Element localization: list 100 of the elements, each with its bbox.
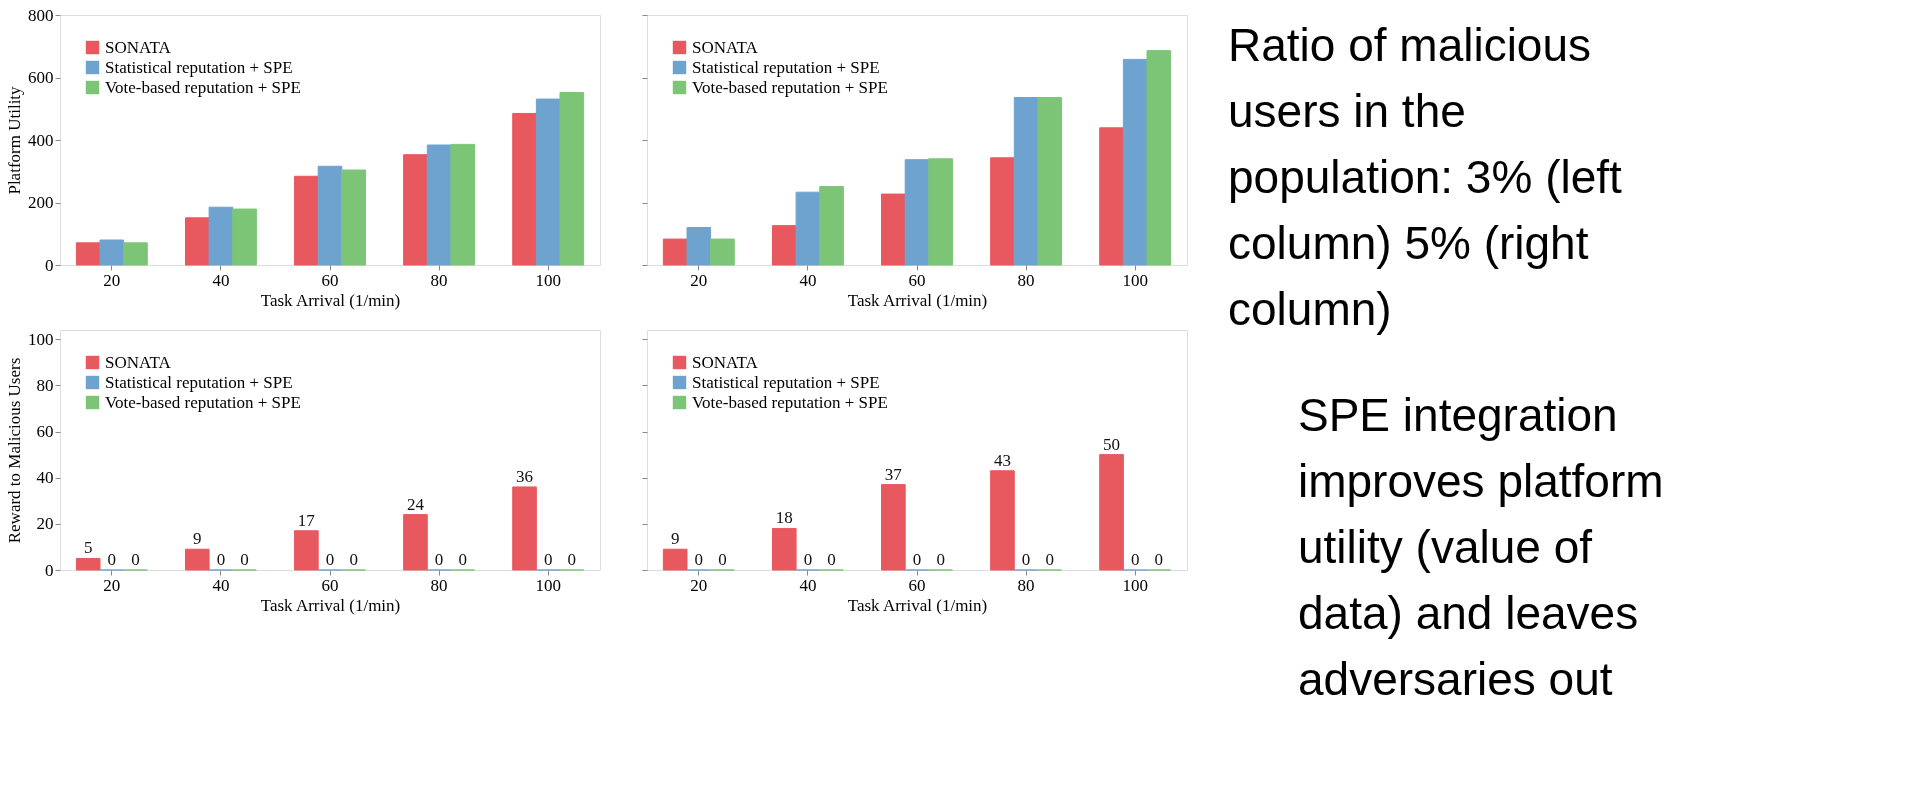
bar bbox=[317, 165, 343, 266]
bar bbox=[403, 514, 428, 571]
legend-label: Statistical reputation + SPE bbox=[692, 57, 880, 77]
bar bbox=[1037, 97, 1063, 266]
y-tick-label: 80 bbox=[36, 375, 54, 395]
bar bbox=[686, 227, 712, 266]
data-label: 0 bbox=[827, 550, 836, 569]
data-label: 0 bbox=[1130, 550, 1140, 569]
bar bbox=[512, 112, 537, 266]
x-tick-label: 100 bbox=[1122, 575, 1148, 595]
bar bbox=[559, 92, 585, 266]
data-label: 0 bbox=[803, 550, 813, 569]
x-axis-title: Task Arrival (1/min) bbox=[260, 595, 401, 615]
x-tick-label: 20 bbox=[690, 575, 708, 595]
data-label: 24 bbox=[406, 494, 425, 514]
bar bbox=[123, 242, 148, 266]
data-label: 9 bbox=[670, 529, 680, 549]
data-label: 37 bbox=[884, 464, 903, 484]
x-axis-title: Task Arrival (1/min) bbox=[847, 290, 988, 310]
data-label: 5 bbox=[83, 538, 93, 558]
bar bbox=[1013, 97, 1039, 266]
bar bbox=[208, 206, 234, 266]
data-label: 0 bbox=[325, 550, 335, 569]
bar bbox=[1146, 50, 1172, 266]
x-tick-label: 60 bbox=[908, 270, 926, 290]
legend-label: Statistical reputation + SPE bbox=[692, 372, 880, 392]
bar bbox=[795, 191, 821, 266]
data-label: 0 bbox=[694, 550, 704, 569]
x-axis-title: Task Arrival (1/min) bbox=[260, 290, 401, 310]
data-label: 0 bbox=[936, 550, 945, 569]
y-tick-label: 600 bbox=[28, 68, 54, 87]
legend-label: Vote-based reputation + SPE bbox=[105, 77, 301, 97]
x-tick-label: 40 bbox=[799, 270, 817, 290]
x-tick-label: 80 bbox=[430, 270, 448, 290]
y-tick-label: 20 bbox=[36, 514, 54, 534]
x-tick-label: 80 bbox=[1017, 575, 1035, 595]
data-label: 0 bbox=[240, 550, 249, 569]
bar bbox=[341, 169, 366, 266]
data-label: 18 bbox=[775, 508, 793, 528]
data-label: 36 bbox=[516, 466, 534, 486]
bar bbox=[881, 193, 906, 266]
x-tick-label: 40 bbox=[212, 270, 230, 290]
x-tick-label: 20 bbox=[103, 575, 121, 595]
bar bbox=[662, 548, 688, 571]
data-label: 9 bbox=[193, 529, 202, 549]
data-label: 0 bbox=[718, 550, 727, 569]
data-label: 0 bbox=[543, 550, 553, 569]
text: Ratio of malicious users in the population: 3% (left column) 5% (right column) bbox=[1228, 19, 1623, 335]
bar bbox=[184, 217, 210, 266]
bar bbox=[75, 242, 101, 266]
y-tick-label: 800 bbox=[28, 5, 54, 25]
y-axis-title: Platform Utility bbox=[5, 85, 24, 195]
bar bbox=[819, 186, 844, 266]
data-label: 17 bbox=[297, 510, 316, 530]
bar bbox=[990, 470, 1015, 571]
x-tick-label: 80 bbox=[1017, 270, 1035, 290]
bar bbox=[294, 175, 319, 266]
x-axis-title: Task Arrival (1/min) bbox=[847, 595, 988, 615]
bar bbox=[904, 159, 930, 266]
data-label: 43 bbox=[993, 450, 1011, 470]
y-tick-label: 100 bbox=[28, 329, 54, 349]
x-tick-label: 60 bbox=[321, 270, 339, 290]
y-tick-label: 0 bbox=[45, 255, 54, 275]
bar bbox=[294, 530, 319, 571]
data-label: 0 bbox=[567, 550, 577, 569]
y-tick-label: 60 bbox=[36, 422, 54, 442]
data-label: 0 bbox=[434, 550, 444, 569]
data-label: 0 bbox=[912, 550, 922, 569]
bar bbox=[710, 238, 735, 266]
y-tick-label: 0 bbox=[45, 560, 54, 580]
data-label: 0 bbox=[216, 550, 226, 569]
legend-label: SONATA bbox=[105, 352, 172, 372]
y-tick-label: 200 bbox=[28, 193, 54, 212]
x-tick-label: 40 bbox=[212, 575, 230, 595]
bar bbox=[1099, 454, 1124, 571]
bar bbox=[990, 157, 1015, 266]
y-tick-label: 40 bbox=[36, 468, 54, 488]
y-tick-label: 400 bbox=[28, 130, 54, 150]
bar bbox=[771, 527, 797, 571]
x-tick-label: 100 bbox=[535, 270, 561, 290]
bar bbox=[535, 98, 561, 266]
data-label: 0 bbox=[1045, 550, 1054, 569]
bar bbox=[1122, 58, 1148, 266]
legend-label: SONATA bbox=[692, 37, 759, 57]
bar bbox=[450, 143, 476, 266]
x-tick-label: 60 bbox=[908, 575, 926, 595]
legend-label: Vote-based reputation + SPE bbox=[105, 392, 301, 412]
bar bbox=[771, 225, 797, 266]
legend-label: Vote-based reputation + SPE bbox=[692, 77, 888, 97]
bar bbox=[99, 239, 125, 266]
legend-label: Vote-based reputation + SPE bbox=[692, 392, 888, 412]
x-tick-label: 60 bbox=[321, 575, 339, 595]
data-label: 0 bbox=[1021, 550, 1031, 569]
bar bbox=[232, 208, 257, 266]
x-tick-label: 100 bbox=[535, 575, 561, 595]
x-tick-label: 20 bbox=[103, 270, 121, 290]
legend-label: Statistical reputation + SPE bbox=[105, 57, 293, 77]
y-axis-title: Reward to Malicious Users bbox=[5, 357, 24, 544]
bar bbox=[662, 238, 688, 266]
bar bbox=[928, 158, 953, 266]
